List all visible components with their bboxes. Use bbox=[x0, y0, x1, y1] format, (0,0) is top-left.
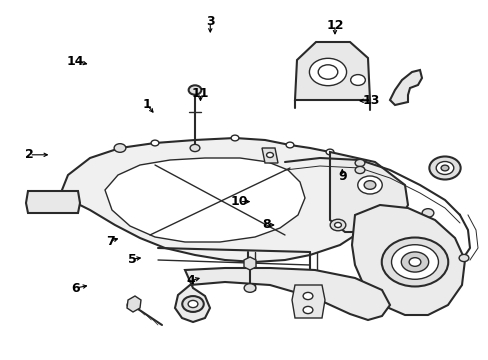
Circle shape bbox=[303, 306, 312, 314]
Polygon shape bbox=[262, 148, 278, 163]
Text: 11: 11 bbox=[191, 87, 209, 100]
Circle shape bbox=[334, 222, 341, 228]
Circle shape bbox=[350, 75, 365, 85]
Text: 10: 10 bbox=[230, 195, 248, 208]
Circle shape bbox=[244, 284, 255, 292]
Polygon shape bbox=[291, 285, 325, 318]
Circle shape bbox=[285, 142, 293, 148]
Polygon shape bbox=[389, 70, 421, 105]
Circle shape bbox=[392, 260, 398, 264]
Circle shape bbox=[421, 272, 427, 276]
Circle shape bbox=[354, 166, 364, 174]
Circle shape bbox=[440, 165, 448, 171]
Circle shape bbox=[190, 144, 200, 152]
Circle shape bbox=[402, 272, 407, 276]
Circle shape bbox=[428, 157, 460, 180]
Circle shape bbox=[421, 247, 427, 252]
Polygon shape bbox=[294, 42, 369, 100]
Circle shape bbox=[381, 238, 447, 287]
Circle shape bbox=[266, 153, 273, 158]
Text: 3: 3 bbox=[205, 15, 214, 28]
Circle shape bbox=[402, 247, 407, 252]
Circle shape bbox=[458, 255, 468, 262]
Polygon shape bbox=[244, 257, 256, 270]
Circle shape bbox=[303, 292, 312, 300]
Circle shape bbox=[354, 159, 364, 167]
Circle shape bbox=[431, 260, 437, 264]
Circle shape bbox=[188, 300, 198, 307]
Circle shape bbox=[329, 219, 345, 231]
Text: 8: 8 bbox=[262, 219, 270, 231]
Text: 4: 4 bbox=[186, 274, 195, 287]
Text: 5: 5 bbox=[127, 253, 136, 266]
Polygon shape bbox=[127, 296, 141, 312]
Text: 13: 13 bbox=[362, 94, 380, 107]
Circle shape bbox=[182, 296, 203, 312]
Circle shape bbox=[435, 162, 453, 175]
Circle shape bbox=[391, 245, 438, 279]
Circle shape bbox=[231, 135, 239, 141]
Circle shape bbox=[357, 176, 382, 194]
Text: 2: 2 bbox=[25, 148, 34, 161]
Polygon shape bbox=[329, 152, 407, 232]
Circle shape bbox=[114, 144, 125, 152]
Text: 1: 1 bbox=[142, 98, 151, 111]
Circle shape bbox=[325, 149, 333, 155]
Circle shape bbox=[408, 258, 420, 266]
Text: 12: 12 bbox=[325, 19, 343, 32]
Polygon shape bbox=[26, 191, 80, 213]
Polygon shape bbox=[60, 138, 374, 262]
Circle shape bbox=[51, 194, 69, 207]
Circle shape bbox=[401, 252, 428, 272]
Polygon shape bbox=[175, 268, 389, 322]
Text: 6: 6 bbox=[71, 282, 80, 294]
Text: 9: 9 bbox=[337, 170, 346, 183]
Circle shape bbox=[421, 209, 433, 217]
Circle shape bbox=[151, 140, 159, 146]
Circle shape bbox=[188, 85, 201, 95]
Circle shape bbox=[364, 181, 375, 189]
Circle shape bbox=[56, 197, 64, 203]
Text: 7: 7 bbox=[105, 235, 114, 248]
Circle shape bbox=[318, 65, 337, 79]
Polygon shape bbox=[105, 158, 305, 242]
Circle shape bbox=[127, 301, 139, 309]
Circle shape bbox=[423, 244, 431, 250]
Text: 14: 14 bbox=[67, 55, 84, 68]
Polygon shape bbox=[351, 205, 464, 315]
Circle shape bbox=[309, 58, 346, 86]
